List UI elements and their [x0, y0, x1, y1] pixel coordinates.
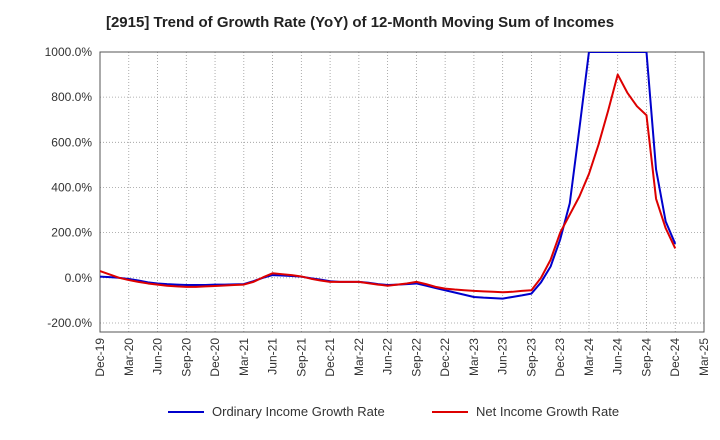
x-tick-label: Jun-21 [266, 338, 280, 375]
y-tick-label: 1000.0% [45, 45, 93, 59]
legend-label-ordinary-income: Ordinary Income Growth Rate [212, 404, 385, 419]
x-tick-label: Dec-24 [668, 338, 682, 377]
legend-swatch-ordinary-income [168, 410, 204, 413]
x-tick-label: Mar-21 [237, 338, 251, 376]
y-tick-label: 800.0% [51, 90, 92, 104]
legend-item-ordinary-income: Ordinary Income Growth Rate [168, 404, 385, 419]
x-tick-label: Sep-22 [409, 338, 423, 377]
x-tick-label: Sep-23 [524, 338, 538, 377]
legend-swatch-net-income [432, 410, 468, 413]
x-axis-tick-labels: Dec-19 Mar-20 Jun-20 Sep-20 Dec-20 Mar-21 Jun-… [93, 338, 711, 377]
x-tick-label: Mar-20 [122, 338, 136, 376]
x-tick-label: Jun-24 [611, 338, 625, 375]
x-tick-label: Dec-23 [553, 338, 567, 377]
plot-frame [99, 51, 705, 333]
legend-item-net-income: Net Income Growth Rate [432, 404, 619, 419]
y-tick-label: 0.0% [65, 271, 93, 285]
legend: Ordinary Income Growth Rate Net Income G… [0, 404, 720, 424]
y-tick-label: 400.0% [51, 180, 92, 194]
x-tick-label: Jun-22 [381, 338, 395, 375]
y-tick-label: 200.0% [51, 226, 92, 240]
chart-title: [2915] Trend of Growth Rate (YoY) of 12-… [105, 14, 615, 31]
x-tick-label: Mar-22 [352, 338, 366, 376]
x-tick-label: Mar-25 [697, 338, 711, 376]
legend-label-net-income: Net Income Growth Rate [476, 404, 620, 419]
x-tick-label: Sep-20 [179, 338, 193, 377]
x-tick-label: Jun-23 [496, 338, 510, 375]
y-axis-tick-labels: 1000.0% 800.0% 600.0% 400.0% 200.0% 0.0% -200.… [45, 45, 93, 330]
y-tick-label: 600.0% [51, 135, 92, 149]
x-tick-label: Mar-24 [582, 338, 596, 376]
series-lines [100, 52, 677, 300]
x-tick-label: Dec-20 [208, 338, 222, 377]
x-tick-label: Dec-21 [323, 338, 337, 377]
x-tick-label: Dec-19 [93, 338, 107, 377]
x-tick-label: Dec-22 [438, 338, 452, 377]
x-tick-label: Sep-21 [294, 338, 308, 377]
x-tick-label: Mar-23 [467, 338, 481, 376]
x-tick-label: Jun-20 [151, 338, 165, 375]
y-tick-label: -200.0% [47, 316, 92, 330]
series-line-net-income [100, 73, 677, 294]
x-tick-label: Sep-24 [639, 338, 653, 377]
